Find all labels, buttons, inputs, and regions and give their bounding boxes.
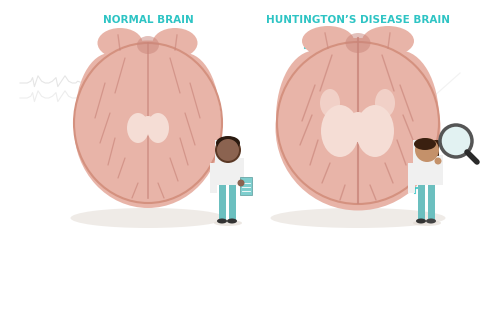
Bar — [416, 145, 436, 185]
Ellipse shape — [78, 40, 218, 186]
Ellipse shape — [416, 218, 426, 223]
Ellipse shape — [362, 26, 414, 56]
Bar — [215, 140, 240, 185]
Bar — [229, 185, 236, 220]
Text: HUNTINGTON’S DISEASE BRAIN: HUNTINGTON’S DISEASE BRAIN — [266, 15, 450, 25]
Ellipse shape — [413, 220, 441, 226]
Circle shape — [415, 138, 439, 162]
Ellipse shape — [216, 136, 240, 150]
Ellipse shape — [140, 116, 156, 134]
Ellipse shape — [279, 38, 437, 188]
Ellipse shape — [361, 50, 439, 186]
Bar — [240, 177, 252, 195]
Text: NORMAL BRAIN: NORMAL BRAIN — [102, 15, 194, 25]
Ellipse shape — [414, 138, 436, 150]
Bar — [219, 185, 226, 220]
Ellipse shape — [217, 140, 239, 150]
Circle shape — [434, 157, 442, 165]
Bar — [428, 185, 435, 220]
Circle shape — [215, 137, 241, 163]
Ellipse shape — [270, 208, 446, 228]
Circle shape — [238, 179, 244, 187]
Bar — [210, 163, 217, 193]
Ellipse shape — [127, 113, 149, 143]
Bar — [436, 155, 443, 185]
Bar — [237, 158, 244, 183]
Ellipse shape — [217, 218, 227, 223]
Ellipse shape — [75, 53, 145, 183]
Circle shape — [217, 139, 239, 161]
Ellipse shape — [74, 48, 222, 208]
Ellipse shape — [152, 28, 198, 58]
Bar — [413, 140, 439, 185]
Ellipse shape — [147, 113, 169, 143]
Ellipse shape — [214, 220, 242, 226]
Circle shape — [440, 125, 472, 157]
Ellipse shape — [320, 89, 340, 117]
Ellipse shape — [276, 45, 440, 211]
FancyBboxPatch shape — [432, 140, 439, 156]
Ellipse shape — [98, 28, 142, 58]
Ellipse shape — [227, 218, 237, 223]
Ellipse shape — [321, 105, 359, 157]
Ellipse shape — [276, 50, 354, 186]
Bar — [218, 145, 237, 185]
Ellipse shape — [150, 53, 220, 183]
Ellipse shape — [137, 36, 159, 54]
Ellipse shape — [302, 26, 354, 56]
Ellipse shape — [346, 112, 370, 142]
Ellipse shape — [70, 208, 226, 228]
Ellipse shape — [375, 89, 395, 117]
Ellipse shape — [426, 218, 436, 223]
Bar — [418, 185, 425, 220]
Ellipse shape — [346, 33, 370, 53]
Bar — [408, 163, 415, 193]
Ellipse shape — [356, 105, 394, 157]
